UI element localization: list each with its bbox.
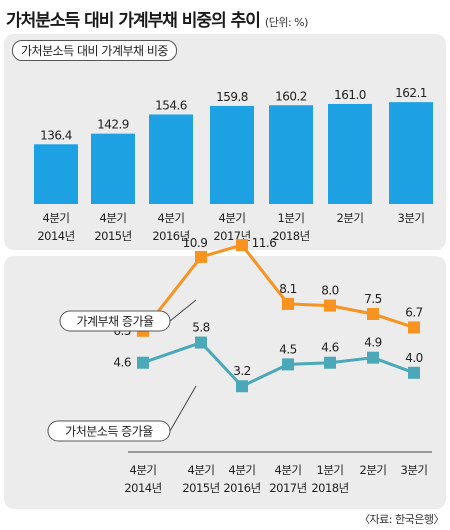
- line-x-tick-label: 4분기: [275, 463, 302, 477]
- bar-value-label: 159.8: [216, 90, 248, 104]
- bar-x-tick-label: 3분기: [398, 211, 425, 225]
- chart-title: 가처분소득 대비 가계부채 비중의 추이: [6, 11, 261, 31]
- bar-4: [210, 105, 254, 204]
- series-1-callout-line: [169, 299, 197, 322]
- bar-x-tick-label: 4분기: [43, 211, 70, 225]
- series-2-name-box: [47, 420, 171, 442]
- line-value-label: 4.0: [405, 351, 423, 365]
- line-value-label: 4.5: [279, 342, 297, 356]
- series-2-marker: [195, 336, 207, 349]
- bar-6: [328, 103, 372, 204]
- bar-value-label: 142.9: [97, 118, 129, 132]
- line-x-tick-label: 4분기: [229, 463, 256, 477]
- line-value-label: 7.5: [364, 292, 382, 306]
- bar-x-tick-label: 2분기: [337, 211, 364, 225]
- line-value-label: 11.6: [252, 236, 277, 250]
- line-value-label: 8.1: [279, 282, 297, 296]
- series-1-marker: [236, 239, 248, 252]
- series-1-marker: [324, 299, 336, 312]
- series-1-marker: [195, 250, 207, 263]
- line-x-tick-year: 2015년: [182, 481, 219, 495]
- line-value-label: 4.6: [321, 341, 339, 355]
- bar-value-label: 136.4: [40, 128, 72, 142]
- bar-value-label: 160.2: [275, 89, 307, 103]
- bar-2: [91, 133, 135, 204]
- series-2-name: 가처분소득 증가율: [65, 425, 153, 439]
- line-value-label: 10.9: [183, 236, 208, 250]
- series-1-marker: [367, 308, 379, 320]
- series-1-marker: [408, 321, 420, 334]
- series-2-marker: [367, 351, 379, 364]
- series-2-marker: [282, 358, 294, 371]
- line-x-tick-label: 2분기: [360, 463, 387, 477]
- bar-x-tick-year: 2015년: [94, 229, 131, 243]
- bar-x-tick-label: 1분기: [278, 211, 305, 225]
- line-value-label: 4.6: [113, 356, 131, 370]
- series-2-marker: [408, 366, 420, 379]
- bar-chart-label: 가처분소득 대비 가계부채 비중: [12, 40, 177, 61]
- series-1-name-box: [59, 310, 171, 332]
- bar-x-tick-year: 2018년: [272, 229, 309, 243]
- series-1-name: 가계부채 증가율: [76, 315, 154, 329]
- series-2-marker: [137, 356, 149, 369]
- line-x-tick-year: 2014년: [124, 481, 161, 495]
- line-chart-panel: [4, 256, 446, 509]
- bar-5: [269, 105, 313, 204]
- unit-label: (단위: %): [264, 16, 308, 29]
- bar-1: [34, 144, 78, 204]
- bar-x-tick-label: 4분기: [219, 211, 246, 225]
- line-x-tick-year: 2018년: [311, 481, 348, 495]
- bar-x-tick-label: 4분기: [158, 211, 185, 225]
- bar-x-tick-year: 2016년: [152, 229, 189, 243]
- line-value-label: 5.8: [192, 321, 210, 335]
- series-2-marker: [236, 380, 248, 393]
- bar-x-tick-year: 2014년: [37, 229, 74, 243]
- line-x-tick-label: 1분기: [317, 463, 344, 477]
- series-2-marker: [324, 356, 336, 369]
- bar-value-label: 162.1: [395, 86, 427, 100]
- line-x-tick-label: 4분기: [188, 463, 215, 477]
- series-1-marker: [282, 297, 294, 310]
- bar-3: [149, 114, 193, 204]
- line-value-label: 4.9: [364, 336, 382, 350]
- line-x-tick-year: 2017년: [269, 481, 306, 495]
- source-note: 〈자료: 한국은행〉: [359, 513, 444, 526]
- series-2-callout-line: [169, 385, 197, 432]
- line-x-tick-label: 4분기: [130, 463, 157, 477]
- line-x-tick-label: 3분기: [401, 463, 428, 477]
- line-value-label: 3.2: [233, 364, 251, 378]
- line-value-label: 6.7: [405, 305, 423, 319]
- bar-x-tick-label: 4분기: [100, 211, 127, 225]
- bar-7: [389, 102, 433, 204]
- bar-value-label: 161.0: [334, 88, 366, 102]
- bar-value-label: 154.6: [155, 98, 187, 112]
- line-value-label: 8.0: [321, 284, 339, 298]
- line-x-tick-year: 2016년: [223, 481, 260, 495]
- chart-title-row: 가처분소득 대비 가계부채 비중의 추이 (단위: %): [6, 6, 308, 32]
